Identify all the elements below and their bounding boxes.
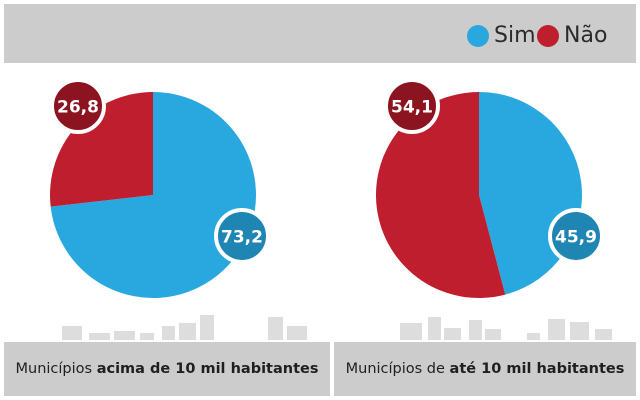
skyline-building bbox=[287, 326, 307, 340]
pie-charts: 73,2 26,8 45,9 54,1 bbox=[0, 0, 640, 400]
skyline-building bbox=[179, 323, 196, 340]
skyline-building bbox=[200, 315, 214, 340]
pie-right: 45,9 54,1 bbox=[376, 80, 602, 298]
value-label-sim: 73,2 bbox=[221, 228, 263, 248]
skyline-building bbox=[400, 323, 422, 340]
skyline-building bbox=[548, 319, 565, 340]
skyline-building bbox=[570, 322, 589, 340]
skyline-building bbox=[469, 320, 482, 340]
value-label-nao: 26,8 bbox=[57, 98, 99, 118]
pie-left: 73,2 26,8 bbox=[50, 80, 268, 298]
caption-right: Municípios de até 10 mil habitantes bbox=[334, 342, 636, 396]
skyline-building bbox=[62, 326, 82, 340]
skyline-building bbox=[444, 328, 461, 340]
skyline-building bbox=[268, 317, 283, 340]
value-label-sim: 45,9 bbox=[555, 228, 597, 248]
skyline-building bbox=[140, 333, 154, 340]
caption-left-prefix: Municípios bbox=[16, 361, 93, 377]
skyline-building bbox=[595, 329, 612, 340]
skyline-building bbox=[527, 333, 540, 340]
caption-right-bold: até 10 mil habitantes bbox=[450, 361, 625, 377]
caption-right-prefix: Municípios de bbox=[346, 361, 445, 377]
skyline-building bbox=[485, 329, 501, 340]
skyline-left bbox=[62, 315, 307, 340]
caption-left-bold: acima de 10 mil habitantes bbox=[97, 361, 319, 377]
skyline-building bbox=[428, 317, 441, 340]
value-label-nao: 54,1 bbox=[391, 98, 433, 118]
skyline-building bbox=[89, 333, 110, 340]
skyline-right bbox=[400, 317, 612, 340]
caption-left: Municípios acima de 10 mil habitantes bbox=[4, 342, 330, 396]
skyline-building bbox=[114, 331, 135, 340]
skyline-building bbox=[162, 326, 175, 340]
